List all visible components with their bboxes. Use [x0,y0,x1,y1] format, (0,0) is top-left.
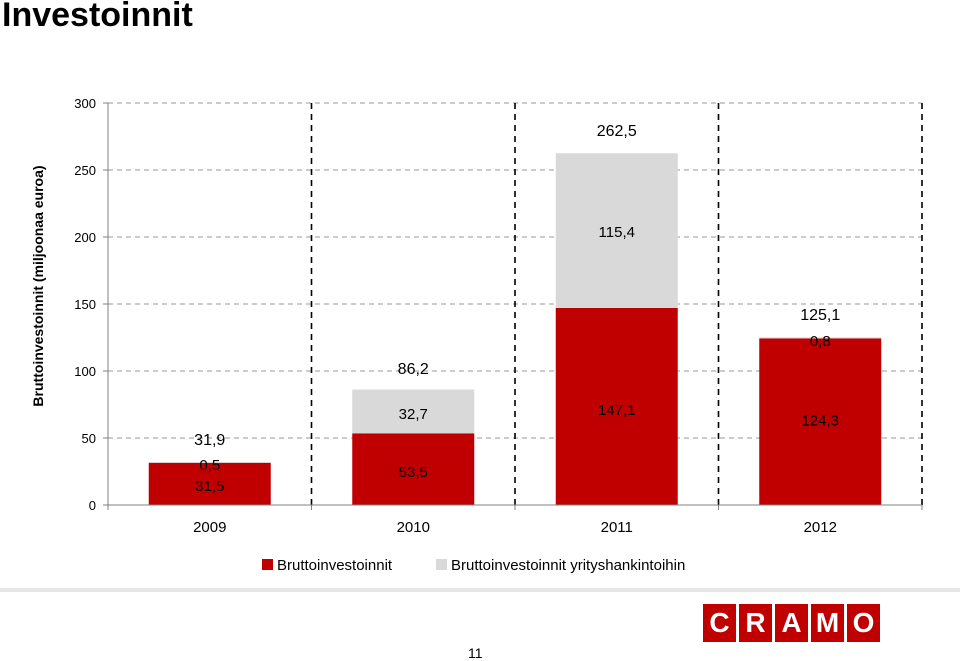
bar-segment-gross [148,462,271,505]
logo-letter-tile: C [703,604,736,642]
data-label-gross: 124,3 [801,413,839,430]
logo-letter-tile: R [739,604,772,642]
data-label-acquisitions: 0,8 [810,333,831,350]
bar-segment-gross [352,433,475,505]
bar-segment-acquisitions [555,153,678,308]
bar-segment-gross [555,307,678,505]
x-tick-label: 2012 [804,519,837,536]
y-tick-label: 50 [82,431,96,446]
y-tick-label: 200 [74,230,96,245]
chart-category-separators [310,103,923,505]
chart-data-labels: 31,5 0,5 31,9 53,5 32,7 86,2 147,1 115,4 262,5 12… [194,123,840,495]
bar-segment-acquisitions [759,337,882,339]
x-tick-label: 2009 [193,519,226,536]
data-label-acquisitions: 115,4 [599,224,635,241]
data-label-acquisitions: 32,7 [399,406,428,423]
legend-label-gross: Bruttoinvestoinnit [277,557,393,574]
y-tick-label: 100 [74,364,96,379]
data-label-gross: 147,1 [598,402,636,419]
y-tick-label: 250 [74,163,96,178]
chart-legend: Bruttoinvestoinnit Bruttoinvestoinnit yr… [262,557,685,574]
x-axis: 2009 2010 2011 2012 [107,504,923,536]
x-tick-label: 2011 [601,519,633,536]
data-label-total: 262,5 [597,123,637,140]
y-axis: 0 50 100 150 200 250 300 [74,96,109,513]
logo-letter-tile: M [811,604,844,642]
data-label-acquisitions: 0,5 [199,457,220,474]
logo-letter-tile: A [775,604,808,642]
data-label-total: 86,2 [398,361,429,378]
bar-segment-gross [759,338,882,505]
data-label-gross: 53,5 [399,464,428,481]
y-tick-label: 0 [89,498,96,513]
x-tick-label: 2010 [397,519,430,536]
page-title: Investoinnit [2,0,193,34]
data-label-total: 31,9 [194,432,225,449]
logo-letter-tile: O [847,604,880,642]
page-number: 11 [468,645,483,661]
y-tick-label: 150 [74,297,96,312]
stacked-bar-chart: 0 50 100 150 200 250 300 31,5 0,5 31,9 53,5 32,7 86… [30,96,923,574]
legend-swatch-acquisitions [436,559,447,570]
footer-divider [0,588,960,592]
data-label-gross: 31,5 [195,478,224,495]
data-label-total: 125,1 [800,307,840,324]
bar-segment-acquisitions [352,389,475,434]
y-tick-label: 300 [74,96,96,111]
legend-swatch-gross [262,559,273,570]
legend-label-acquisitions: Bruttoinvestoinnit yrityshankintoihin [451,557,685,574]
bar-segment-acquisitions [148,462,271,463]
chart-bars [148,153,882,505]
y-axis-title: Bruttoinvestoinnit (miljoonaa euroa) [30,165,46,406]
